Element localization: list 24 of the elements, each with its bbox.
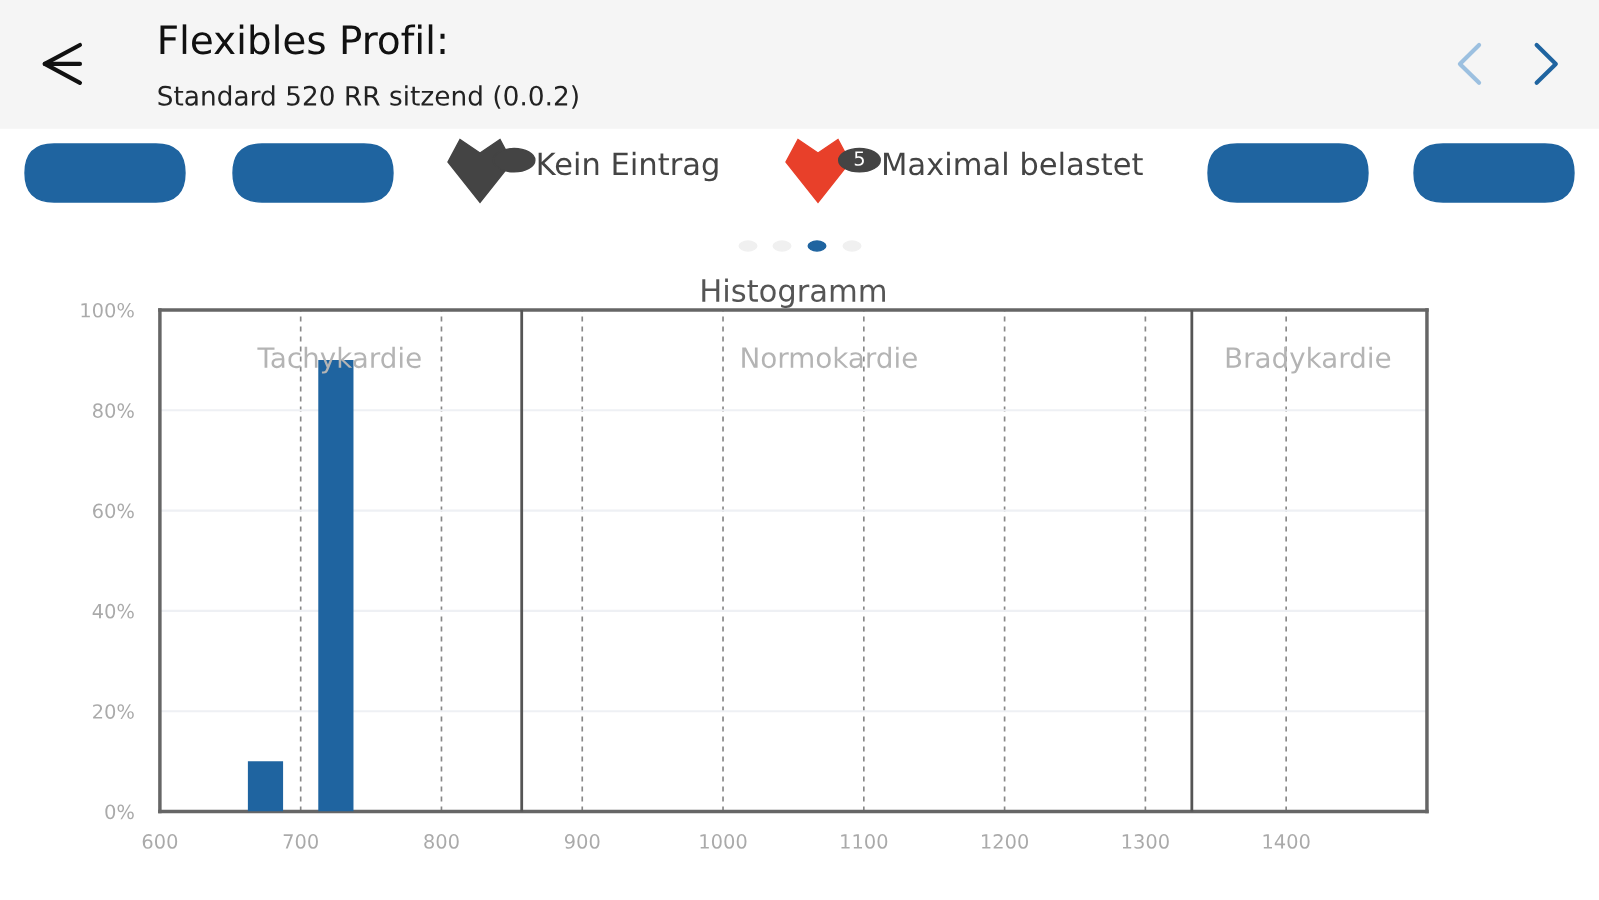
text: 5 bbox=[854, 151, 864, 166]
x-tick-label: 900 bbox=[564, 834, 600, 849]
annotation: Normokardie bbox=[742, 346, 917, 369]
x-tick-label: 1100 bbox=[841, 834, 888, 849]
y-tick-label: 20% bbox=[93, 704, 134, 719]
y-tick-label: 40% bbox=[92, 603, 134, 619]
x-tick-label: 1200 bbox=[981, 834, 1029, 849]
x-tick-label: 600 bbox=[142, 834, 178, 849]
text: Flexibles Profil: bbox=[160, 24, 445, 55]
x-tick-label: 800 bbox=[424, 834, 459, 849]
x-tick-label: 700 bbox=[283, 834, 318, 849]
text: Maximal belastet bbox=[884, 151, 1143, 176]
x-tick-label: 1300 bbox=[1122, 834, 1169, 849]
annotation: Bradykardie bbox=[1226, 346, 1391, 374]
x-tick-label: 1400 bbox=[1263, 834, 1310, 849]
annotation: Tachykardie bbox=[257, 346, 421, 374]
text: Kein Eintrag bbox=[538, 151, 718, 182]
text: Standard 520 RR sitzend (0.0.2) bbox=[158, 85, 578, 109]
x-tick-label: 1000 bbox=[700, 834, 747, 849]
y-tick-label: 100% bbox=[81, 302, 134, 318]
y-tick-label: 60% bbox=[93, 503, 134, 519]
y-tick-label: 80% bbox=[93, 403, 134, 418]
y-tick-label: 0% bbox=[105, 804, 134, 820]
chart-title: Histogramm bbox=[702, 278, 885, 308]
